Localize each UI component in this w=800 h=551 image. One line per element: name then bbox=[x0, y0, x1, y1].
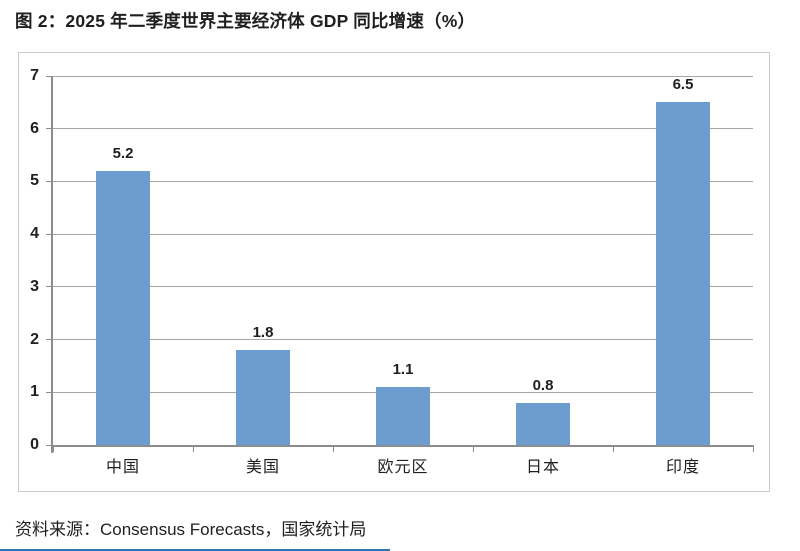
bar-value-label: 6.5 bbox=[672, 76, 694, 94]
bar-value-label: 0.8 bbox=[532, 376, 554, 394]
y-axis-tick bbox=[46, 286, 53, 288]
x-axis-tick bbox=[192, 445, 194, 452]
bar bbox=[656, 102, 710, 445]
bar-value-label: 5.2 bbox=[112, 144, 134, 162]
plot-area: 0 1 2 3 4 5 6 7 5.2 中国 1.8 美国 1.1 欧元区 0.8 日本 6.5 印度 bbox=[19, 53, 769, 491]
figure-title: 图 2：2025 年二季度世界主要经济体 GDP 同比增速（%） bbox=[15, 11, 476, 31]
y-axis-label: 1 bbox=[30, 383, 39, 401]
gridline bbox=[53, 128, 753, 130]
source-note: 资料来源：Consensus Forecasts，国家统计局 bbox=[15, 520, 367, 539]
chart-frame: 0 1 2 3 4 5 6 7 5.2 中国 1.8 美国 1.1 欧元区 0.8 日本 6.5 印度 bbox=[18, 52, 770, 492]
y-axis-label: 4 bbox=[30, 225, 39, 243]
y-axis-tick bbox=[46, 444, 53, 446]
y-axis-label: 6 bbox=[30, 119, 39, 137]
gridline bbox=[53, 180, 753, 182]
y-axis-label: 5 bbox=[30, 172, 39, 190]
y-axis-line bbox=[51, 76, 53, 453]
y-axis-tick bbox=[46, 75, 53, 77]
footer-divider bbox=[0, 549, 390, 551]
y-axis-label: 3 bbox=[30, 277, 39, 295]
gridline bbox=[53, 286, 753, 288]
y-axis-tick bbox=[46, 128, 53, 130]
y-axis-label: 7 bbox=[30, 67, 39, 84]
bar-value-label: 1.1 bbox=[392, 361, 414, 378]
x-axis-tick bbox=[472, 445, 474, 452]
gridline bbox=[53, 75, 753, 77]
x-axis-tick bbox=[52, 445, 54, 452]
bar-value-label: 1.8 bbox=[252, 324, 274, 342]
y-axis-tick bbox=[46, 180, 53, 182]
x-axis-tick bbox=[752, 445, 754, 452]
bar bbox=[376, 387, 430, 445]
gridline bbox=[53, 339, 753, 341]
y-axis-tick bbox=[46, 339, 53, 341]
x-axis-label: 美国 bbox=[245, 459, 280, 476]
bar bbox=[96, 170, 150, 445]
bar bbox=[516, 402, 570, 445]
x-axis-label: 日本 bbox=[525, 459, 560, 476]
x-axis-label: 欧元区 bbox=[377, 459, 429, 476]
x-axis-line bbox=[51, 445, 753, 447]
x-axis-label: 印度 bbox=[665, 459, 700, 476]
gridline bbox=[53, 233, 753, 235]
y-axis-label: 0 bbox=[30, 436, 39, 453]
y-axis-tick bbox=[46, 233, 53, 235]
y-axis-label: 2 bbox=[30, 330, 39, 348]
y-axis-tick bbox=[46, 391, 53, 393]
x-axis-tick bbox=[612, 445, 614, 452]
x-axis-tick bbox=[332, 445, 334, 452]
bar bbox=[236, 350, 290, 445]
x-axis-label: 中国 bbox=[105, 459, 140, 476]
